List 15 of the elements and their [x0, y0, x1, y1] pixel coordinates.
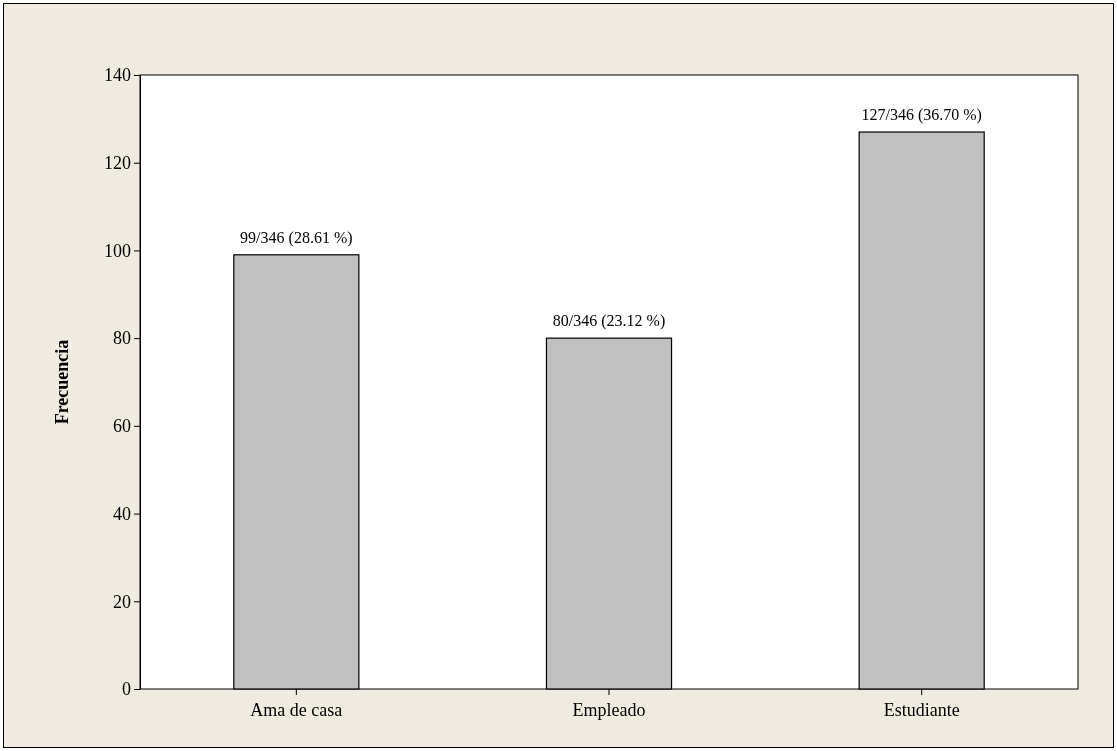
y-tick-label: 100 — [104, 240, 131, 261]
y-tick-label: 60 — [113, 416, 131, 437]
x-tick-label: Empleado — [572, 700, 646, 720]
y-tick-label: 0 — [122, 679, 131, 700]
y-tick-label: 20 — [113, 591, 131, 612]
data-label: 80/346 (23.12 %) — [552, 312, 666, 331]
y-tick-label: 40 — [113, 503, 131, 524]
y-tick-label: 140 — [104, 65, 131, 86]
data-label: 127/346 (36.70 %) — [861, 106, 982, 125]
y-tick-label: 80 — [113, 328, 131, 349]
x-tick-label: Ama de casa — [250, 700, 343, 720]
y-axis-title: Frecuencia — [52, 339, 72, 425]
y-tick-label: 120 — [104, 152, 131, 173]
x-tick-label: Estudiante — [883, 700, 960, 720]
data-label: 99/346 (28.61 %) — [240, 228, 353, 247]
